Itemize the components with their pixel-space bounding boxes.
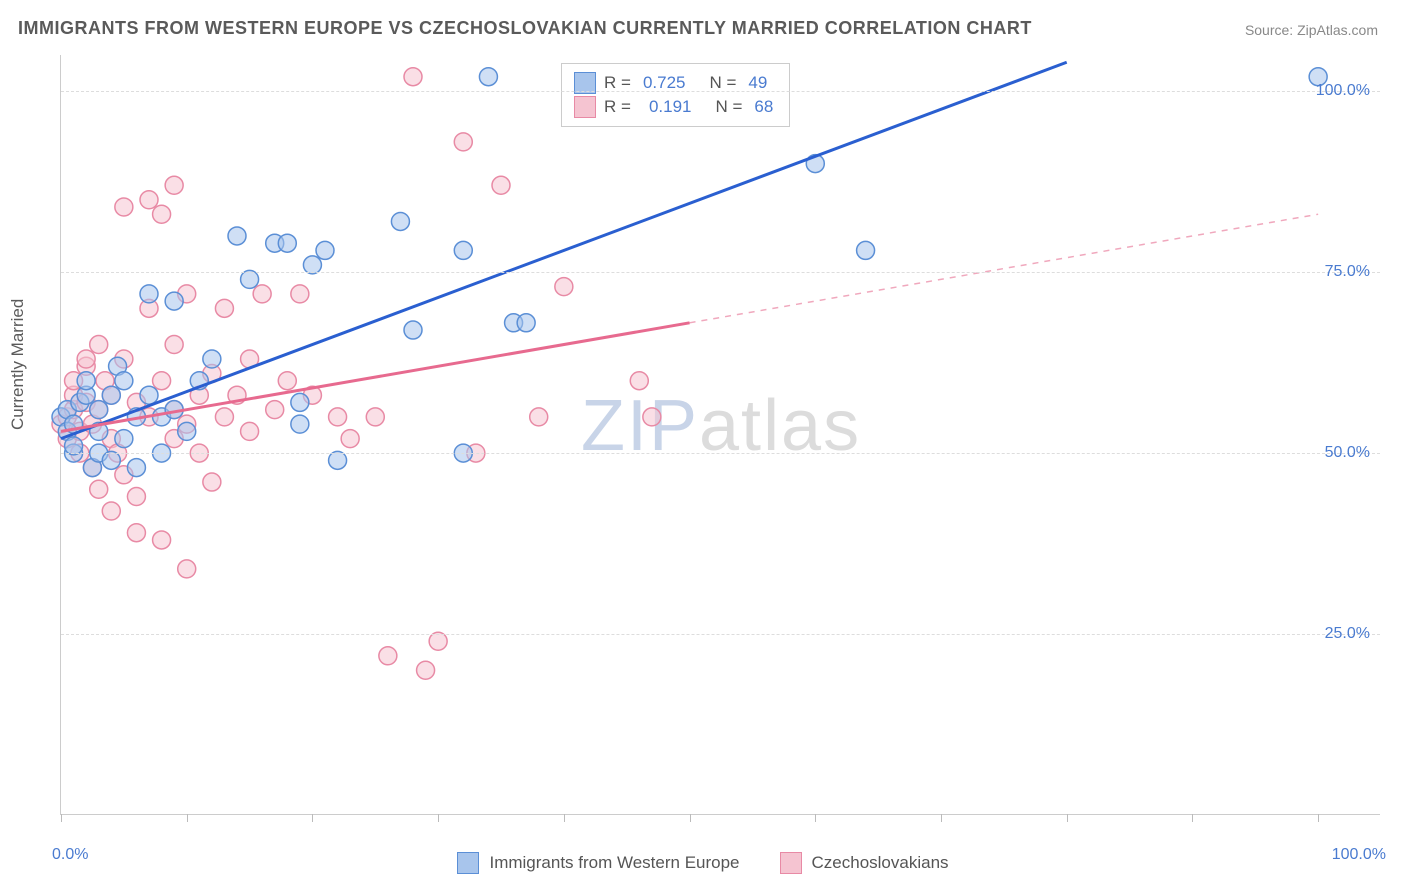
n-label: N = xyxy=(715,97,742,117)
swatch-pink xyxy=(574,96,596,118)
y-tick-label: 75.0% xyxy=(1325,263,1370,281)
x-axis-min-label: 0.0% xyxy=(52,846,88,864)
r-value-pink: 0.191 xyxy=(649,97,692,117)
r-value-blue: 0.725 xyxy=(643,73,686,93)
y-tick-label: 100.0% xyxy=(1316,82,1370,100)
source-label: Source: ZipAtlas.com xyxy=(1245,22,1378,38)
n-value-pink: 68 xyxy=(754,97,773,117)
legend-item-blue: Immigrants from Western Europe xyxy=(457,852,739,874)
swatch-pink xyxy=(780,852,802,874)
y-tick-label: 25.0% xyxy=(1325,625,1370,643)
swatch-blue xyxy=(457,852,479,874)
n-label: N = xyxy=(709,73,736,93)
y-axis-label: Currently Married xyxy=(8,299,28,430)
chart-plot-area: ZIPatlas R = 0.725 N = 49 R = 0.191 N = … xyxy=(60,55,1380,815)
chart-svg xyxy=(61,55,1381,815)
r-label: R = xyxy=(604,97,631,117)
series-name-pink: Czechoslovakians xyxy=(812,853,949,873)
r-label: R = xyxy=(604,73,631,93)
legend-row-pink: R = 0.191 N = 68 xyxy=(574,96,777,118)
legend-item-pink: Czechoslovakians xyxy=(780,852,949,874)
x-axis-max-label: 100.0% xyxy=(1332,846,1386,864)
y-tick-label: 50.0% xyxy=(1325,444,1370,462)
series-name-blue: Immigrants from Western Europe xyxy=(489,853,739,873)
series-legend: Immigrants from Western Europe Czechoslo… xyxy=(0,852,1406,874)
correlation-legend: R = 0.725 N = 49 R = 0.191 N = 68 xyxy=(561,63,790,127)
chart-title: IMMIGRANTS FROM WESTERN EUROPE VS CZECHO… xyxy=(18,18,1032,39)
n-value-blue: 49 xyxy=(748,73,767,93)
